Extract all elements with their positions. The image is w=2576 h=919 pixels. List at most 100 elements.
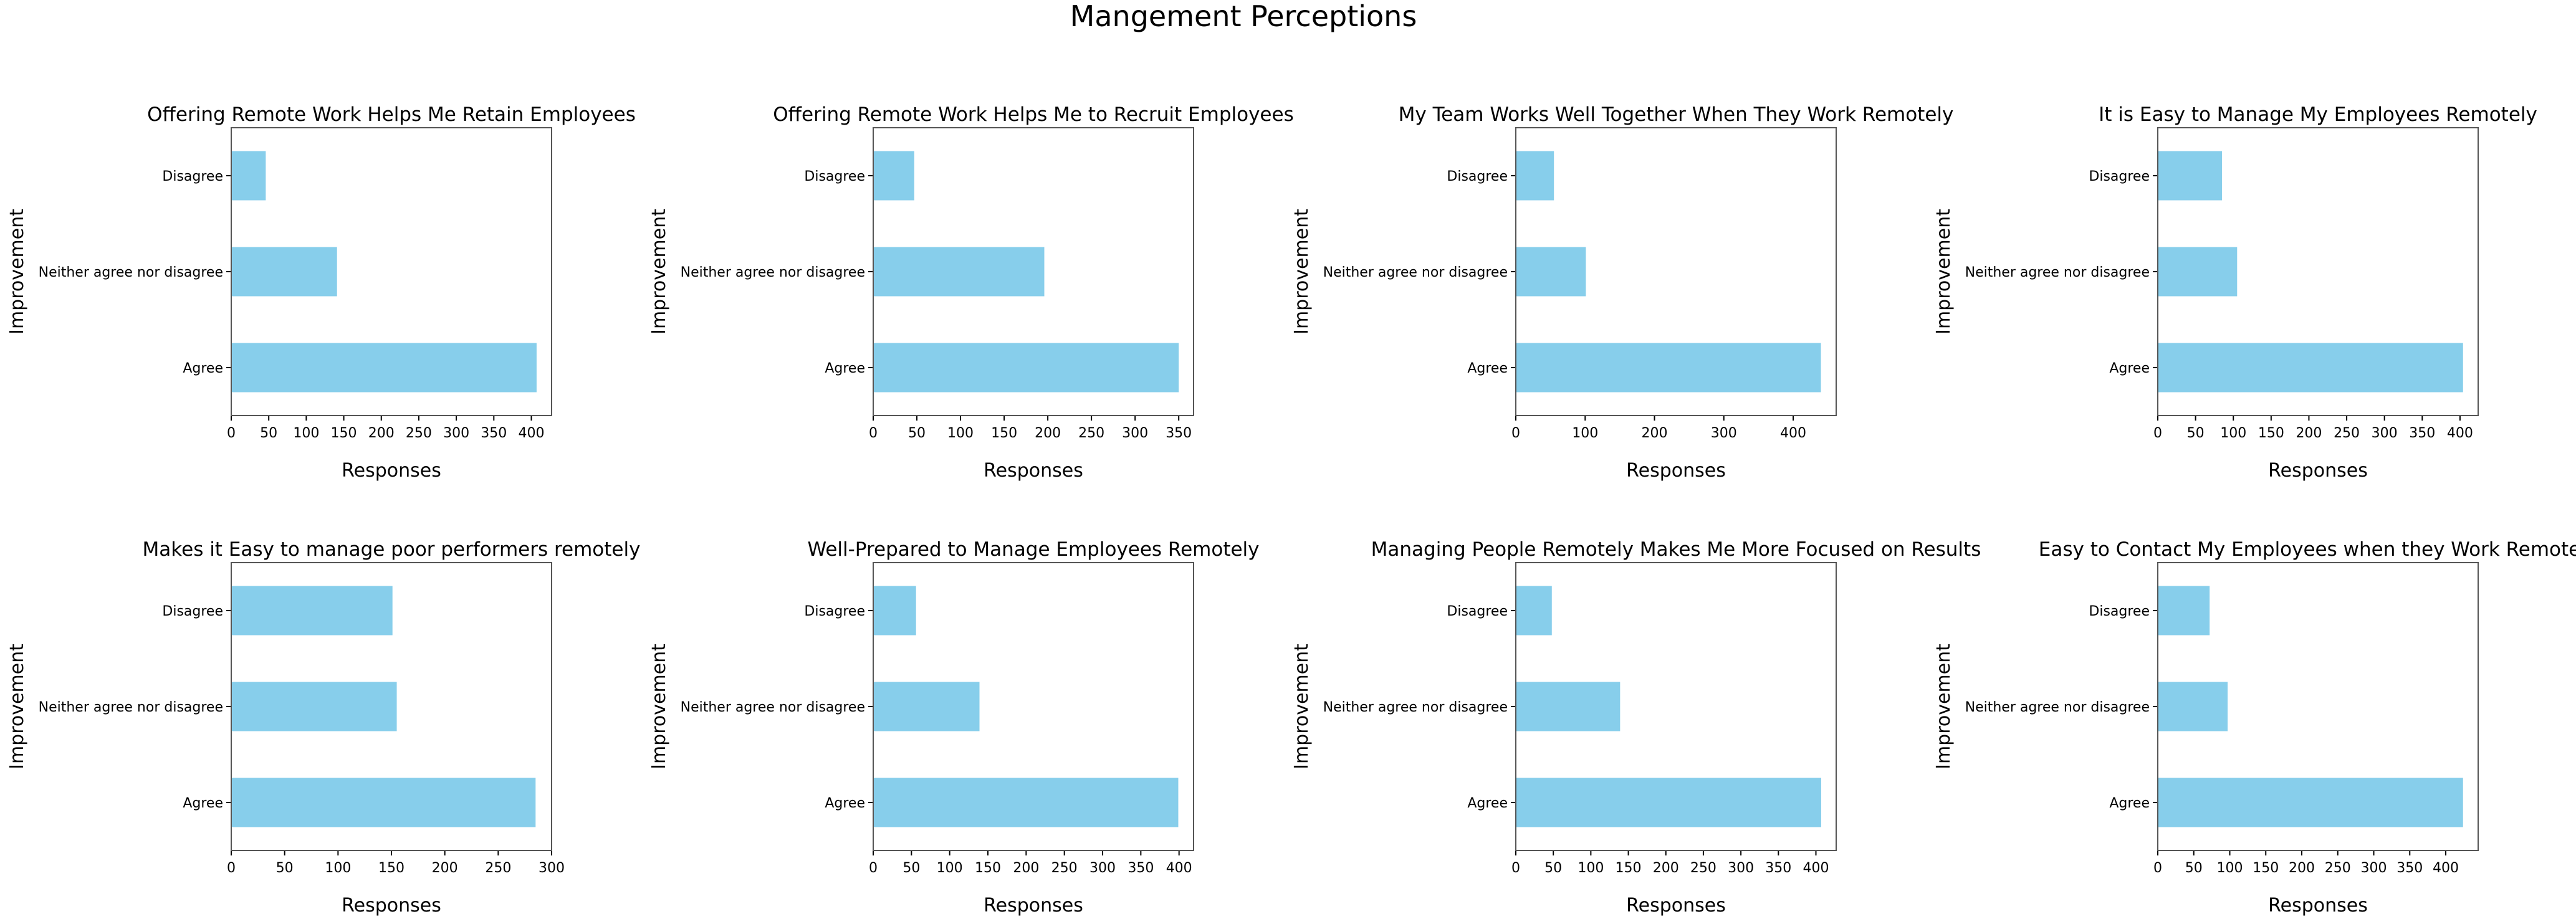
x-tick-label: 100 bbox=[293, 426, 319, 441]
bar-disagree bbox=[2158, 586, 2210, 636]
chart-panel-6: Well-Prepared to Manage Employees Remote… bbox=[648, 538, 1260, 917]
chart-title: Well-Prepared to Manage Employees Remote… bbox=[807, 538, 1259, 561]
y-tick-label: Neither agree nor disagree bbox=[1323, 700, 1508, 715]
x-axis-label: Responses bbox=[984, 460, 1083, 482]
x-tick-label: 250 bbox=[406, 426, 432, 441]
x-tick-label: 100 bbox=[937, 860, 963, 876]
y-tick-label: Neither agree nor disagree bbox=[1965, 265, 2150, 280]
x-tick-label: 100 bbox=[325, 860, 351, 876]
bar-disagree bbox=[873, 151, 914, 201]
bar-agree bbox=[2158, 343, 2463, 393]
x-tick-label: 300 bbox=[1089, 860, 1116, 876]
bar-neither-agree-nor-disagree bbox=[1516, 247, 1586, 297]
x-axis-label: Responses bbox=[2268, 460, 2368, 482]
x-tick-label: 200 bbox=[1642, 426, 1668, 441]
bar-neither-agree-nor-disagree bbox=[873, 682, 980, 731]
bar-neither-agree-nor-disagree bbox=[2158, 247, 2238, 297]
plot-frame bbox=[873, 127, 1194, 416]
chart-panel-1: Offering Remote Work Helps Me Retain Emp… bbox=[6, 103, 636, 482]
y-tick-label: Disagree bbox=[2089, 604, 2150, 619]
x-tick-label: 100 bbox=[947, 426, 974, 441]
x-tick-label: 300 bbox=[2372, 426, 2398, 441]
plot-frame bbox=[1515, 127, 1837, 416]
y-axis-label: Improvement bbox=[1933, 209, 1955, 335]
y-tick-label: Agree bbox=[183, 796, 223, 811]
chart-panel-5: Makes it Easy to manage poor performers … bbox=[6, 538, 640, 917]
y-tick-label: Agree bbox=[825, 361, 865, 376]
y-tick-label: Neither agree nor disagree bbox=[1965, 700, 2150, 715]
x-tick-label: 0 bbox=[227, 860, 236, 876]
bar-agree bbox=[2158, 778, 2463, 827]
y-tick-label: Disagree bbox=[1447, 169, 1508, 184]
x-tick-label: 300 bbox=[1122, 426, 1148, 441]
x-tick-label: 50 bbox=[276, 860, 294, 876]
x-tick-label: 50 bbox=[908, 426, 926, 441]
y-tick-label: Agree bbox=[183, 361, 223, 376]
x-tick-label: 350 bbox=[1128, 860, 1154, 876]
x-tick-label: 150 bbox=[991, 426, 1017, 441]
x-tick-label: 250 bbox=[2334, 426, 2360, 441]
bar-agree bbox=[1516, 778, 1821, 827]
y-tick-label: Neither agree nor disagree bbox=[681, 700, 865, 715]
chart-title: It is Easy to Manage My Employees Remote… bbox=[2099, 103, 2537, 126]
x-tick-label: 100 bbox=[1572, 426, 1598, 441]
plot-frame bbox=[231, 127, 552, 416]
x-tick-label: 250 bbox=[1690, 860, 1717, 876]
x-tick-label: 250 bbox=[485, 860, 511, 876]
y-axis-label: Improvement bbox=[648, 644, 670, 769]
x-tick-label: 150 bbox=[2258, 426, 2284, 441]
bar-disagree bbox=[231, 586, 393, 636]
bar-neither-agree-nor-disagree bbox=[231, 682, 397, 731]
x-tick-label: 300 bbox=[539, 860, 565, 876]
chart-panel-3: My Team Works Well Together When They Wo… bbox=[1291, 103, 1953, 482]
chart-panel-7: Managing People Remotely Makes Me More F… bbox=[1291, 538, 1981, 917]
bar-disagree bbox=[1516, 586, 1552, 636]
x-tick-label: 0 bbox=[869, 860, 878, 876]
x-tick-label: 250 bbox=[2325, 860, 2351, 876]
x-tick-label: 250 bbox=[1078, 426, 1104, 441]
y-tick-label: Neither agree nor disagree bbox=[39, 265, 223, 280]
x-tick-label: 0 bbox=[2153, 426, 2162, 441]
chart-title: My Team Works Well Together When They Wo… bbox=[1399, 103, 1954, 126]
x-tick-label: 200 bbox=[432, 860, 458, 876]
x-tick-label: 100 bbox=[2217, 860, 2243, 876]
x-tick-label: 0 bbox=[1511, 860, 1520, 876]
panels: Offering Remote Work Helps Me Retain Emp… bbox=[6, 103, 2576, 917]
x-tick-label: 350 bbox=[481, 426, 507, 441]
x-tick-label: 0 bbox=[1511, 426, 1520, 441]
x-tick-label: 300 bbox=[2361, 860, 2387, 876]
y-tick-label: Agree bbox=[1467, 361, 1508, 376]
bar-agree bbox=[1516, 343, 1821, 393]
x-tick-label: 300 bbox=[1711, 426, 1737, 441]
y-tick-label: Disagree bbox=[2089, 169, 2150, 184]
y-axis-label: Improvement bbox=[6, 644, 28, 769]
y-tick-label: Disagree bbox=[162, 169, 223, 184]
x-tick-label: 350 bbox=[1765, 860, 1791, 876]
x-tick-label: 150 bbox=[1616, 860, 1642, 876]
y-tick-label: Disagree bbox=[804, 169, 865, 184]
x-tick-label: 400 bbox=[1803, 860, 1829, 876]
bar-agree bbox=[231, 778, 536, 827]
x-tick-label: 100 bbox=[1578, 860, 1604, 876]
x-axis-label: Responses bbox=[1626, 460, 1726, 482]
figure-title: Mangement Perceptions bbox=[1070, 0, 1417, 33]
x-tick-label: 150 bbox=[378, 860, 405, 876]
x-tick-label: 0 bbox=[2153, 860, 2162, 876]
x-tick-label: 200 bbox=[2296, 426, 2322, 441]
x-tick-label: 0 bbox=[869, 426, 878, 441]
chart-title: Offering Remote Work Helps Me to Recruit… bbox=[773, 103, 1293, 126]
x-tick-label: 400 bbox=[518, 426, 544, 441]
x-tick-label: 0 bbox=[227, 426, 236, 441]
bar-agree bbox=[873, 343, 1179, 393]
x-tick-label: 400 bbox=[1166, 860, 1192, 876]
bar-disagree bbox=[231, 151, 266, 201]
y-axis-label: Improvement bbox=[1933, 644, 1955, 769]
x-axis-label: Responses bbox=[342, 895, 441, 917]
plot-frame bbox=[2157, 562, 2479, 851]
x-tick-label: 150 bbox=[2253, 860, 2279, 876]
y-tick-label: Neither agree nor disagree bbox=[39, 700, 223, 715]
x-tick-label: 200 bbox=[1653, 860, 1679, 876]
y-tick-label: Agree bbox=[2109, 361, 2150, 376]
x-tick-label: 200 bbox=[1035, 426, 1061, 441]
